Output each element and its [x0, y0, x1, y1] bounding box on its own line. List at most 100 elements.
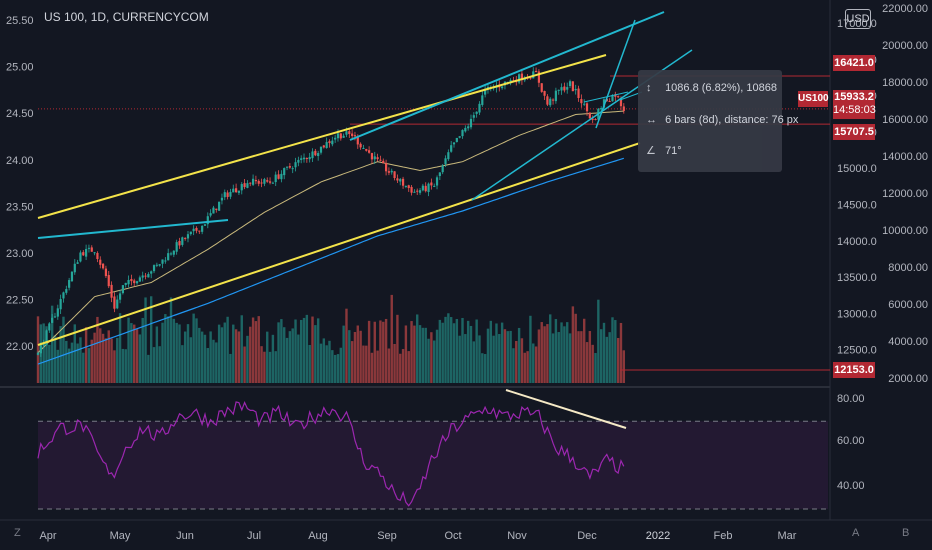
- candle-body: [186, 234, 190, 239]
- time-axis-tick-label: Jul: [247, 530, 261, 542]
- volume-bar: [161, 322, 164, 383]
- volume-bar: [356, 325, 359, 383]
- volume-bar: [543, 326, 546, 383]
- volume-bar: [549, 314, 552, 383]
- volume-bar: [73, 324, 76, 383]
- candle: [311, 148, 314, 162]
- volume-bar: [141, 317, 144, 383]
- volume-bar: [540, 322, 543, 383]
- candle-body: [302, 157, 306, 160]
- time-axis-tick-label: Dec: [577, 530, 597, 542]
- volume-bar: [288, 331, 292, 383]
- volume-bar: [220, 327, 224, 383]
- volume-bar: [226, 316, 229, 383]
- volume-bar: [529, 315, 532, 383]
- candle-body: [266, 180, 269, 182]
- candle-body: [348, 131, 351, 135]
- volume-axis-tick-label: 16000.00: [882, 114, 928, 126]
- volume-bar: [461, 317, 464, 383]
- candle: [257, 179, 260, 187]
- volume-bar: [614, 320, 617, 383]
- candle: [172, 250, 175, 258]
- candle-body: [99, 259, 102, 265]
- candle-body: [501, 86, 504, 89]
- volume-bar: [622, 350, 626, 383]
- candle: [300, 155, 303, 164]
- volume-bar: [379, 320, 382, 383]
- volume-bar: [189, 337, 193, 383]
- candle: [130, 274, 133, 286]
- candle: [560, 83, 563, 95]
- volume-bar: [175, 322, 178, 383]
- volume-bar: [76, 343, 79, 383]
- candle: [206, 212, 209, 229]
- candle: [215, 208, 218, 213]
- candle-body: [461, 130, 464, 137]
- volume-bar: [546, 324, 549, 383]
- candle: [36, 351, 40, 356]
- candle: [401, 176, 405, 189]
- candle-body: [478, 103, 481, 113]
- candle: [235, 183, 238, 194]
- chart-title: US 100, 1D, CURRENCYCOM: [44, 10, 209, 24]
- volume-bar: [475, 319, 478, 383]
- candle-body: [617, 96, 620, 98]
- currency-badge[interactable]: USD: [845, 9, 871, 29]
- volume-bar: [382, 321, 385, 383]
- volume-bar: [42, 323, 45, 383]
- candle: [192, 225, 195, 236]
- left-axis-tick-label: 23.50: [6, 201, 34, 213]
- volume-bar: [203, 334, 207, 383]
- volume-bar: [104, 338, 108, 383]
- candle-body: [404, 185, 407, 187]
- volume-bar: [444, 316, 447, 383]
- candle-body: [464, 127, 467, 132]
- volume-bar: [325, 345, 328, 383]
- volume-bar: [353, 331, 357, 383]
- candle: [246, 180, 249, 189]
- candle: [543, 90, 546, 100]
- rsi-band-fill: [38, 421, 828, 509]
- candle-body: [600, 108, 603, 110]
- candle: [328, 139, 331, 148]
- candle-body: [51, 317, 54, 323]
- candle-body: [141, 275, 144, 278]
- candle: [551, 98, 555, 105]
- volume-bar: [367, 320, 371, 383]
- candle: [334, 134, 337, 143]
- candle-body: [263, 179, 266, 184]
- volume-axis-tick-label: 10000.00: [882, 225, 928, 237]
- candle-body: [441, 165, 444, 173]
- candle-body: [365, 149, 368, 151]
- candle: [583, 99, 586, 107]
- candle: [101, 262, 105, 270]
- slow-moving-average-line: [37, 157, 624, 365]
- candle-body: [138, 277, 141, 282]
- candle-body: [583, 103, 586, 105]
- candle-body: [169, 253, 173, 255]
- candle: [175, 239, 178, 255]
- volume-bar: [183, 331, 187, 383]
- candle-body: [39, 345, 42, 354]
- candle-body: [336, 133, 340, 139]
- candle-body: [614, 94, 617, 97]
- candle-body: [277, 174, 280, 179]
- candle: [152, 264, 156, 274]
- volume-bar: [571, 306, 575, 383]
- candle-body: [206, 216, 209, 225]
- rsi-axis-tick-label: 40.00: [837, 480, 865, 492]
- candle-body: [150, 271, 153, 274]
- auto-scale-button[interactable]: A: [852, 527, 860, 539]
- volume-bar: [390, 294, 393, 383]
- volume-bar: [67, 348, 71, 383]
- candle: [580, 94, 583, 108]
- candle-body: [118, 293, 122, 300]
- volume-bar: [551, 333, 555, 383]
- volume-bar: [172, 318, 176, 383]
- candle: [557, 89, 560, 95]
- log-scale-button[interactable]: B: [902, 527, 910, 539]
- candle-body: [167, 253, 170, 261]
- volume-bar: [232, 324, 235, 383]
- zoom-button[interactable]: Z: [14, 527, 21, 539]
